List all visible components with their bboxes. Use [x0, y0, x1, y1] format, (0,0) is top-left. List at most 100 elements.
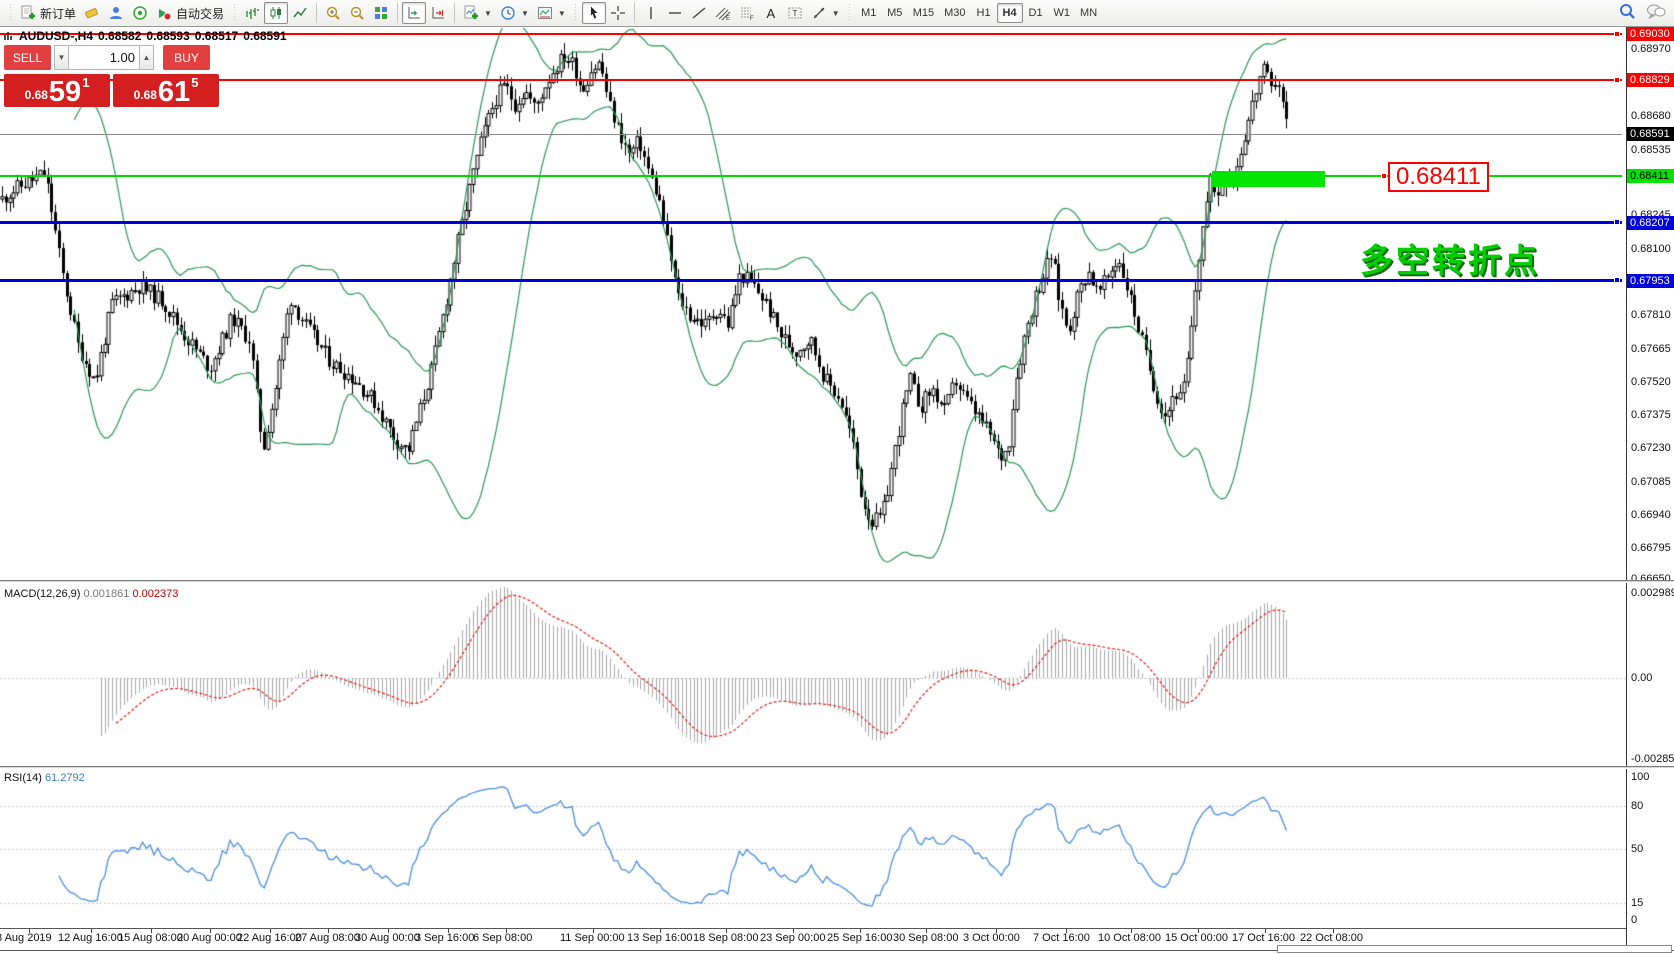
timeframe-h1[interactable]: H1	[976, 7, 991, 19]
buy-button[interactable]: BUY	[163, 45, 210, 70]
price-annotation-box[interactable]: 0.68411	[1388, 162, 1489, 192]
chat-icon[interactable]	[1646, 3, 1666, 19]
price-axis-tick: 0.68535	[1631, 144, 1671, 156]
community-button[interactable]	[104, 2, 128, 24]
cursor-tool-button[interactable]	[581, 2, 606, 24]
volume-input[interactable]: 1.00	[69, 45, 139, 70]
line-chart-icon	[292, 5, 308, 21]
template-icon	[537, 5, 553, 21]
vertical-line-icon	[643, 5, 659, 21]
timeframe-mn[interactable]: MN	[1080, 7, 1098, 19]
line-handle[interactable]	[1614, 31, 1620, 37]
pivot-text-annotation[interactable]: 多空转折点	[1360, 242, 1540, 279]
time-axis-label: 6 Sep 08:00	[473, 932, 533, 944]
price-axis-tick: 0.68680	[1631, 110, 1671, 122]
time-axis-tick	[660, 929, 661, 933]
periods-button[interactable]: ▼	[496, 2, 533, 24]
text-tool-button[interactable]: A	[759, 2, 783, 24]
buy-price-big: 61	[157, 76, 191, 108]
price-note-anchor[interactable]	[1381, 173, 1387, 179]
horizontal-line-tool-button[interactable]	[663, 2, 687, 24]
timeframe-m5[interactable]: M5	[887, 7, 903, 19]
person-icon	[108, 5, 124, 21]
zoom-out-button[interactable]	[345, 2, 369, 24]
auto-trading-button[interactable]: 自动交易	[152, 2, 228, 24]
rsi-panel-splitter[interactable]	[0, 766, 1674, 769]
horizontal-line-0.68829[interactable]	[0, 79, 1622, 81]
signals-button[interactable]	[128, 2, 152, 24]
current-price-line	[0, 134, 1622, 135]
chart-symbol-period: AUDUSD-,H4	[19, 29, 94, 43]
rsi-value: 61.2792	[44, 772, 85, 784]
channel-icon: E	[715, 5, 731, 21]
time-axis-border	[0, 928, 1626, 929]
line-chart-button[interactable]	[288, 2, 312, 24]
time-axis-label: 27 Aug 08:00	[295, 932, 360, 944]
line-handle[interactable]	[1614, 277, 1620, 283]
horizontal-line-0.68411[interactable]	[0, 175, 1622, 177]
indicators-button[interactable]: ▼	[459, 2, 496, 24]
one-click-trading-panel: SELL ▼ 1.00 ▲ BUY 0.68 59 1 0.68 61 5	[4, 45, 220, 107]
macd-axis-tick: -0.002858	[1631, 753, 1674, 765]
toolbar-grip[interactable]	[8, 4, 12, 22]
horizontal-line-0.69030[interactable]	[0, 33, 1622, 35]
toolbar-grip[interactable]	[847, 4, 852, 22]
time-axis-label: 3 Oct 00:00	[963, 932, 1020, 944]
timeframe-m30[interactable]: M30	[944, 7, 966, 19]
horizontal-scrollbar-thumb[interactable]	[1277, 945, 1672, 953]
crosshair-tool-button[interactable]	[606, 2, 630, 24]
auto-trading-label: 自动交易	[176, 6, 225, 21]
rsi-axis-tick: 15	[1631, 897, 1644, 909]
fibonacci-tool-button[interactable]: F	[735, 2, 759, 24]
line-handle[interactable]	[1614, 219, 1620, 225]
line-handle[interactable]	[1614, 77, 1620, 83]
rsi-axis-tick: 50	[1631, 843, 1644, 855]
sell-price-box[interactable]: 0.68 59 1	[4, 74, 110, 107]
timeframe-w1[interactable]: W1	[1053, 7, 1071, 19]
timeframe-m1[interactable]: M1	[861, 7, 877, 19]
svg-text:F: F	[750, 16, 754, 21]
candlestick-chart-button[interactable]	[264, 2, 289, 24]
time-axis-label: 11 Sep 00:00	[560, 932, 625, 944]
equidistant-channel-tool-button[interactable]: E	[711, 2, 735, 24]
new-order-button[interactable]: 新订单	[16, 2, 80, 24]
toolbar-grip[interactable]	[232, 4, 237, 22]
volume-decrease-button[interactable]: ▼	[54, 45, 69, 70]
volume-increase-button[interactable]: ▲	[139, 45, 154, 70]
timeframe-d1[interactable]: D1	[1028, 7, 1043, 19]
new-order-icon	[20, 5, 36, 21]
bar-chart-button[interactable]	[240, 2, 264, 24]
price-axis-tick: 0.67375	[1631, 409, 1671, 421]
ohlc-open: 0.68582	[98, 29, 142, 43]
arrows-tool-button[interactable]: ▼	[807, 2, 844, 24]
crosshair-icon	[610, 5, 626, 21]
toolbar-grip[interactable]	[573, 4, 578, 22]
time-axis-tick	[270, 929, 271, 933]
auto-scroll-button[interactable]	[402, 2, 427, 24]
buy-price-box[interactable]: 0.68 61 5	[113, 74, 219, 107]
sell-button[interactable]: SELL	[4, 45, 51, 70]
chart-shift-button[interactable]	[426, 2, 450, 24]
text-label-tool-button[interactable]: T	[783, 2, 807, 24]
vertical-line-tool-button[interactable]	[639, 2, 663, 24]
auto-trading-icon	[156, 5, 172, 21]
book-button[interactable]	[80, 2, 104, 24]
time-axis-label: 8 Aug 2019	[0, 932, 52, 944]
time-axis-tick	[506, 929, 507, 933]
timeframe-h4[interactable]: H4	[996, 3, 1023, 23]
pivot-zone-rectangle[interactable]	[1212, 171, 1325, 187]
time-axis-label: 20 Aug 00:00	[177, 932, 242, 944]
timeframe-m15[interactable]: M15	[912, 7, 935, 19]
templates-button[interactable]: ▼	[533, 2, 570, 24]
horizontal-line-0.67953[interactable]	[0, 279, 1622, 282]
zoom-in-button[interactable]	[321, 2, 345, 24]
trendline-tool-button[interactable]	[687, 2, 711, 24]
price-axis-tick: 0.67520	[1631, 376, 1671, 388]
book-icon	[84, 5, 100, 21]
search-icon[interactable]	[1618, 2, 1636, 20]
ohlc-high: 0.68593	[146, 29, 190, 43]
tile-windows-button[interactable]	[369, 2, 393, 24]
horizontal-line-0.68207[interactable]	[0, 221, 1622, 224]
macd-panel-splitter[interactable]	[0, 580, 1674, 583]
